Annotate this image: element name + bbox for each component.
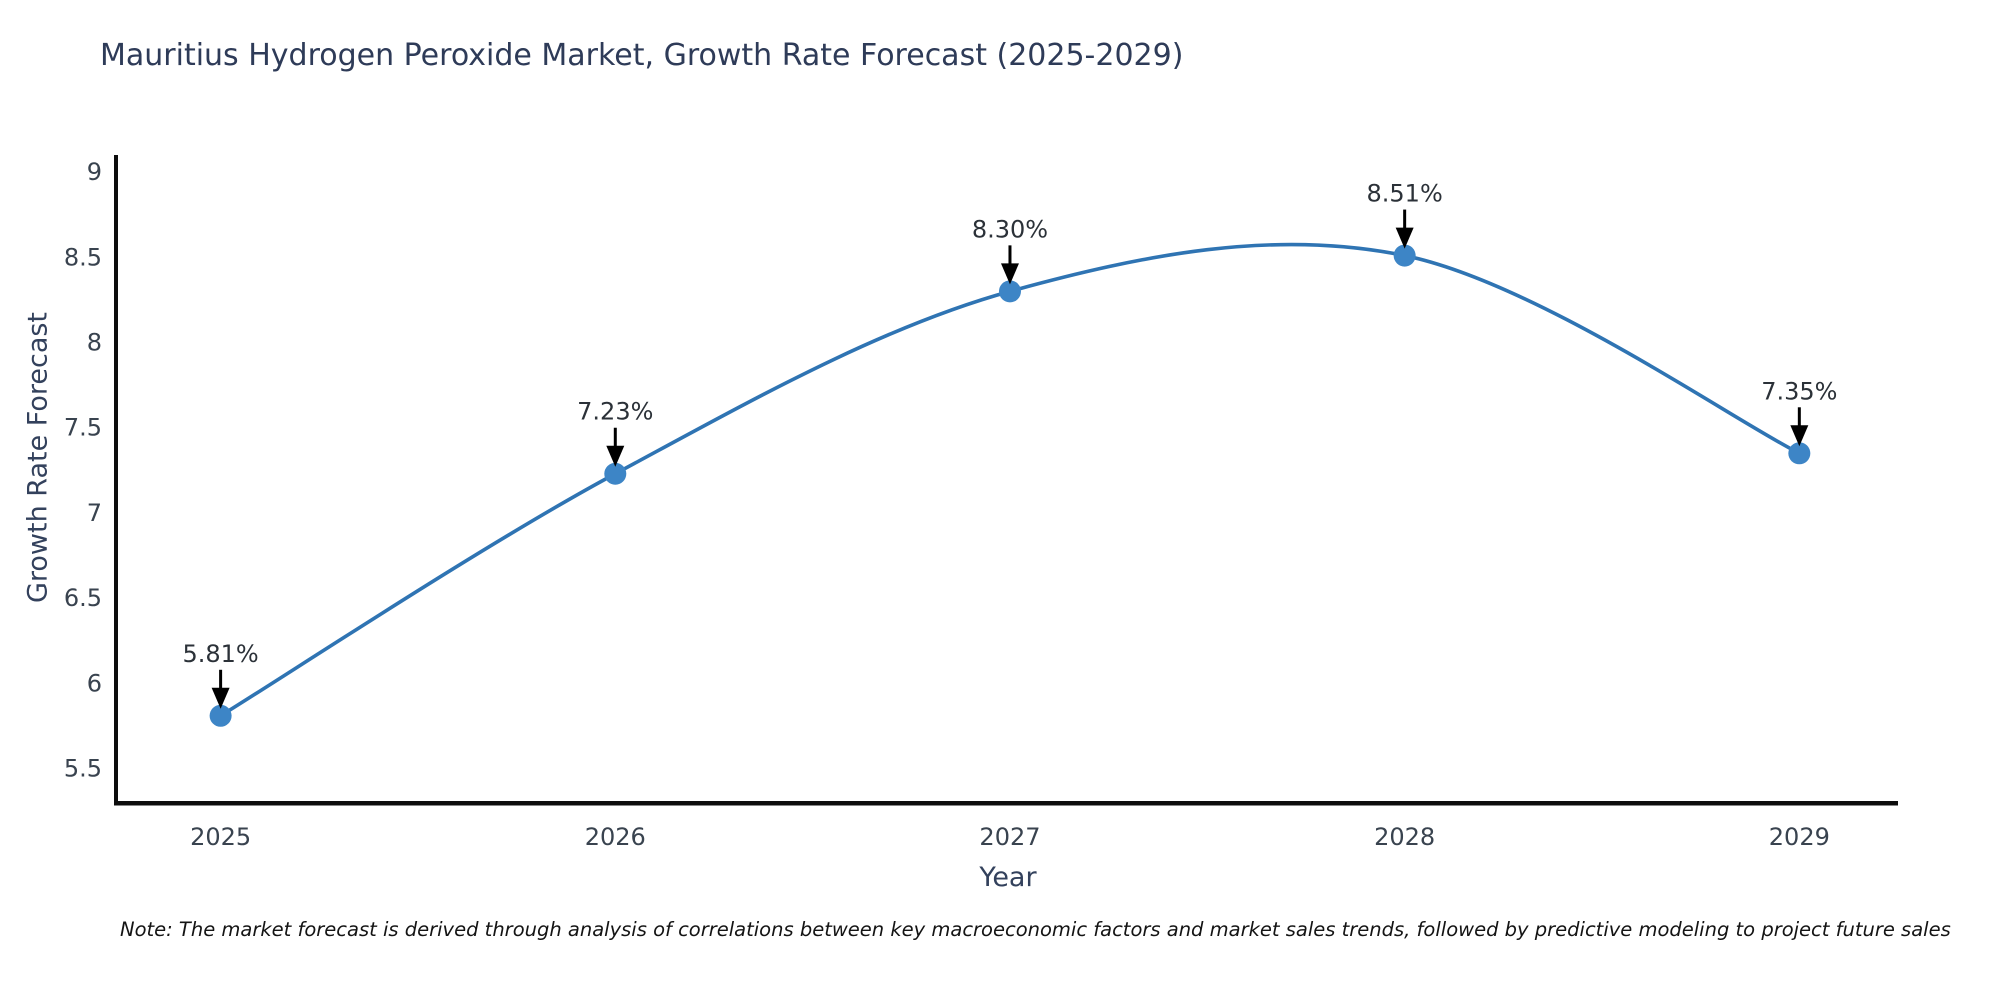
annotation-arrowhead	[1395, 227, 1414, 249]
x-tick-label: 2025	[190, 823, 251, 851]
y-tick-label: 8.5	[64, 243, 102, 271]
y-tick-label: 7	[87, 499, 102, 527]
x-tick-label: 2026	[585, 823, 646, 851]
annotation-label: 5.81%	[182, 640, 258, 668]
x-axis-spine	[114, 801, 1898, 806]
trend-line	[218, 242, 1802, 718]
annotation-arrowhead	[211, 687, 230, 709]
x-axis-title: Year	[979, 862, 1037, 893]
y-tick-label: 8	[87, 328, 102, 356]
chart-title: Mauritius Hydrogen Peroxide Market, Grow…	[100, 38, 1184, 73]
y-axis-spine	[114, 155, 118, 805]
annotation-label: 7.35%	[1761, 377, 1837, 405]
data-point-marker	[1393, 244, 1416, 267]
y-tick-label: 7.5	[64, 414, 102, 442]
annotation-arrowhead	[1000, 263, 1019, 285]
x-tick-label: 2029	[1769, 823, 1830, 851]
y-tick-label: 9	[87, 158, 102, 186]
y-tick-label: 6	[87, 669, 102, 697]
x-tick-label: 2027	[979, 823, 1040, 851]
annotation-label: 8.30%	[972, 215, 1048, 243]
footnote: Note: The market forecast is derived thr…	[120, 918, 1951, 941]
x-tick-label: 2028	[1374, 823, 1435, 851]
y-tick-label: 5.5	[64, 755, 102, 783]
annotation-arrowhead	[606, 445, 625, 467]
y-tick-label: 6.5	[64, 584, 102, 612]
annotation-label: 7.23%	[577, 398, 653, 426]
data-point-marker	[1788, 442, 1811, 465]
data-point-marker	[998, 280, 1021, 303]
data-point-marker	[209, 704, 232, 727]
annotation-label: 8.51%	[1367, 180, 1443, 208]
annotation-arrowhead	[1790, 425, 1809, 447]
data-point-marker	[604, 462, 627, 485]
